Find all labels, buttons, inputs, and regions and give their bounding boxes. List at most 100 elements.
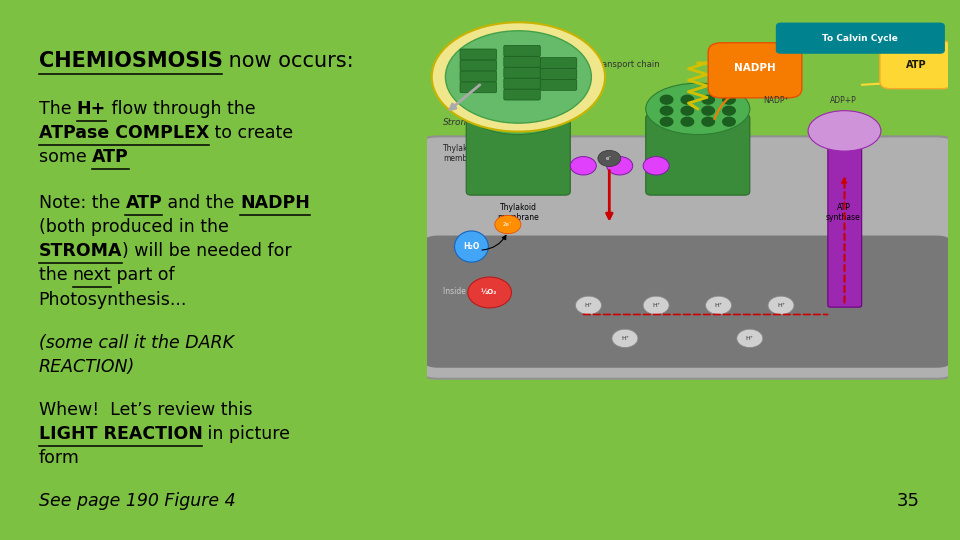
Circle shape xyxy=(522,95,535,104)
Circle shape xyxy=(575,296,602,314)
Text: part of: part of xyxy=(111,266,175,285)
Circle shape xyxy=(543,106,556,115)
Circle shape xyxy=(468,277,512,308)
Circle shape xyxy=(706,296,732,314)
FancyBboxPatch shape xyxy=(504,56,540,68)
Text: H⁺: H⁺ xyxy=(652,303,660,308)
Circle shape xyxy=(768,296,794,314)
Circle shape xyxy=(702,95,714,104)
FancyBboxPatch shape xyxy=(422,235,952,368)
FancyBboxPatch shape xyxy=(540,79,577,90)
Circle shape xyxy=(522,106,535,115)
Text: ATP: ATP xyxy=(906,60,926,70)
Text: H⁺: H⁺ xyxy=(746,336,754,341)
Text: ATP: ATP xyxy=(92,148,129,166)
Ellipse shape xyxy=(432,22,605,132)
Ellipse shape xyxy=(808,111,881,151)
Circle shape xyxy=(543,117,556,126)
Circle shape xyxy=(723,95,735,104)
Text: H⁺: H⁺ xyxy=(621,336,629,341)
FancyBboxPatch shape xyxy=(504,78,540,89)
FancyBboxPatch shape xyxy=(504,68,540,78)
FancyBboxPatch shape xyxy=(460,71,496,82)
Circle shape xyxy=(681,106,694,115)
Circle shape xyxy=(736,329,763,348)
Text: The: The xyxy=(38,100,77,118)
Text: Stroma: Stroma xyxy=(443,118,475,127)
Circle shape xyxy=(607,157,633,175)
Text: ATP
synthase: ATP synthase xyxy=(827,202,861,222)
Text: Light: Light xyxy=(531,71,552,80)
FancyBboxPatch shape xyxy=(417,137,958,379)
Text: REACTION): REACTION) xyxy=(38,358,134,376)
Text: 35: 35 xyxy=(897,491,920,510)
Ellipse shape xyxy=(454,231,489,262)
Ellipse shape xyxy=(467,83,570,134)
Text: flow through the: flow through the xyxy=(106,100,255,118)
FancyBboxPatch shape xyxy=(467,114,570,195)
Text: See page 190 Figure 4: See page 190 Figure 4 xyxy=(38,492,235,510)
Text: now occurs:: now occurs: xyxy=(223,51,354,71)
Text: H⁺: H⁺ xyxy=(777,303,785,308)
Text: (some call it the DARK: (some call it the DARK xyxy=(38,334,233,352)
Circle shape xyxy=(481,95,493,104)
Circle shape xyxy=(723,117,735,126)
Circle shape xyxy=(643,157,669,175)
FancyBboxPatch shape xyxy=(828,138,862,307)
Text: Light: Light xyxy=(708,71,730,80)
Circle shape xyxy=(522,117,535,126)
Text: NADPH: NADPH xyxy=(734,64,776,73)
Circle shape xyxy=(543,95,556,104)
Text: CHEMIOSMOSIS: CHEMIOSMOSIS xyxy=(38,51,223,71)
FancyBboxPatch shape xyxy=(504,89,540,100)
Text: NADP⁺: NADP⁺ xyxy=(763,96,788,105)
Text: STROMA: STROMA xyxy=(38,242,122,260)
FancyBboxPatch shape xyxy=(708,43,802,98)
FancyBboxPatch shape xyxy=(540,69,577,79)
Text: Thylakoid
membrane: Thylakoid membrane xyxy=(497,202,540,222)
Circle shape xyxy=(502,95,515,104)
Circle shape xyxy=(723,106,735,115)
Text: H₂O: H₂O xyxy=(464,242,480,251)
Circle shape xyxy=(502,106,515,115)
Text: H⁺: H⁺ xyxy=(714,303,723,308)
FancyBboxPatch shape xyxy=(460,49,496,60)
Text: some: some xyxy=(38,148,92,166)
Text: the: the xyxy=(38,266,73,285)
Circle shape xyxy=(702,106,714,115)
Text: and the: and the xyxy=(162,194,240,212)
Text: NADPH: NADPH xyxy=(240,194,310,212)
Circle shape xyxy=(681,117,694,126)
Circle shape xyxy=(502,117,515,126)
Text: form: form xyxy=(38,449,80,467)
Text: (both produced in the: (both produced in the xyxy=(38,218,228,236)
FancyBboxPatch shape xyxy=(460,60,496,71)
Text: Thylakoid
membrane: Thylakoid membrane xyxy=(443,144,485,163)
Text: to create: to create xyxy=(209,124,293,142)
Text: 2e⁻: 2e⁻ xyxy=(503,222,513,227)
Circle shape xyxy=(481,106,493,115)
FancyBboxPatch shape xyxy=(646,114,750,195)
Circle shape xyxy=(660,95,673,104)
Circle shape xyxy=(570,157,596,175)
FancyBboxPatch shape xyxy=(880,41,952,89)
Text: ADP+P: ADP+P xyxy=(830,96,857,105)
Circle shape xyxy=(702,117,714,126)
FancyBboxPatch shape xyxy=(540,57,577,69)
Circle shape xyxy=(643,296,669,314)
Text: e⁻: e⁻ xyxy=(606,156,612,161)
Text: Inside thylakoid: Inside thylakoid xyxy=(443,287,504,296)
Text: H⁺: H⁺ xyxy=(585,303,592,308)
Ellipse shape xyxy=(445,31,591,123)
Text: LIGHT REACTION: LIGHT REACTION xyxy=(38,425,203,443)
Text: ATP: ATP xyxy=(126,194,162,212)
FancyBboxPatch shape xyxy=(460,82,496,93)
Text: in picture: in picture xyxy=(203,425,291,443)
FancyBboxPatch shape xyxy=(504,45,540,56)
Text: ATPase COMPLEX: ATPase COMPLEX xyxy=(38,124,209,142)
Text: Photosynthesis...: Photosynthesis... xyxy=(38,291,187,309)
Circle shape xyxy=(612,329,638,348)
Text: Note: the: Note: the xyxy=(38,194,126,212)
Circle shape xyxy=(598,150,621,166)
Circle shape xyxy=(494,215,521,234)
